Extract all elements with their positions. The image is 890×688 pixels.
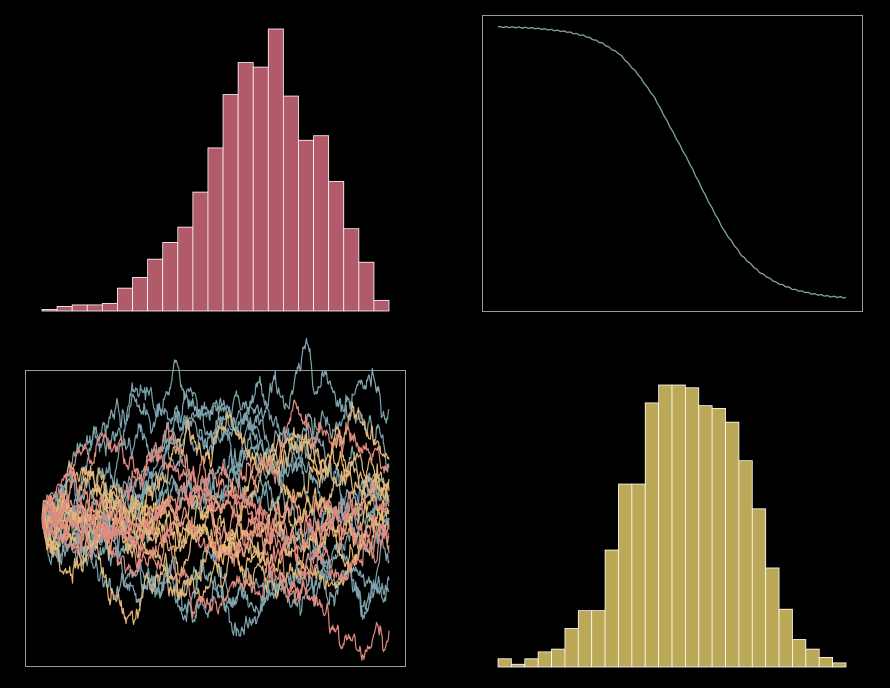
yellow-hist-bar-5 [551, 648, 566, 668]
red-hist-bar-14 [237, 62, 254, 312]
red-hist-bar-20 [328, 181, 345, 312]
red-hist-bar-15 [252, 66, 269, 312]
walk-line-14 [41, 465, 390, 603]
yellow-hist-bar-10 [618, 483, 633, 668]
walk-line-25 [41, 457, 390, 562]
walk-line-10 [41, 375, 390, 547]
yellow-hist-bar-20 [751, 508, 767, 668]
red-hist-bar-5 [101, 302, 118, 312]
walk-line-9 [41, 514, 390, 616]
yellow-hist-bar-6 [564, 628, 579, 668]
red-hist-bar-18 [298, 139, 314, 312]
yellow-hist-bar-15 [684, 387, 700, 668]
yellow-hist-bar-22 [778, 608, 793, 668]
red-hist-bar-21 [343, 228, 360, 312]
random-walks-panel [25, 337, 406, 667]
red-hist-bar-2 [56, 306, 73, 312]
red-hist-bar-19 [313, 135, 330, 312]
yellow-hist-bar-13 [658, 384, 673, 668]
yellow-hist-bar-19 [738, 460, 753, 668]
red-hist-bar-7 [132, 277, 149, 312]
red-hist-bar-6 [117, 287, 133, 312]
histogram-red-panel [41, 28, 390, 312]
yellow-hist-bar-2 [510, 663, 526, 668]
yellow-hist-bar-17 [711, 407, 726, 668]
yellow-hist-bar-9 [604, 549, 619, 668]
cdf-line-panel [482, 15, 863, 312]
yellow-hist-bar-24 [805, 648, 820, 668]
red-hist-bar-4 [86, 304, 103, 312]
yellow-hist-bar-1 [497, 658, 512, 668]
red-hist-bar-3 [71, 304, 88, 312]
yellow-hist-bar-26 [832, 662, 847, 668]
yellow-hist-bar-14 [671, 384, 686, 668]
yellow-hist-bar-7 [577, 610, 593, 668]
red-hist-bar-8 [147, 258, 164, 312]
yellow-hist-bar-18 [725, 421, 740, 668]
walk-line-20 [41, 399, 390, 536]
yellow-hist-bar-21 [765, 567, 780, 668]
red-hist-bar-12 [207, 147, 224, 312]
yellow-hist-bar-12 [644, 402, 660, 668]
red-hist-bar-1 [41, 309, 58, 312]
walk-line-22 [41, 462, 390, 605]
yellow-hist-bar-4 [537, 651, 552, 668]
red-hist-bar-9 [162, 242, 179, 312]
yellow-hist-bar-25 [818, 656, 834, 668]
walk-line-8 [42, 506, 390, 637]
cdf-line [497, 25, 847, 299]
red-hist-bar-11 [192, 191, 209, 312]
yellow-hist-bar-23 [792, 639, 807, 668]
walk-line-23 [41, 422, 390, 567]
yellow-hist-bar-11 [631, 483, 646, 668]
walk-line-5 [41, 492, 390, 617]
red-hist-bar-23 [373, 299, 390, 312]
red-hist-bar-22 [358, 261, 375, 312]
red-hist-bar-13 [222, 94, 239, 312]
histogram-yellow-panel [497, 384, 847, 668]
walks-frame [25, 370, 406, 667]
walk-line-24 [41, 495, 390, 661]
yellow-hist-bar-3 [524, 658, 539, 668]
red-hist-bar-10 [177, 226, 194, 312]
yellow-hist-bar-8 [591, 610, 606, 668]
red-hist-bar-16 [267, 28, 284, 312]
yellow-hist-bar-16 [698, 405, 713, 668]
cdf-frame [482, 15, 863, 312]
red-hist-bar-17 [282, 95, 299, 312]
